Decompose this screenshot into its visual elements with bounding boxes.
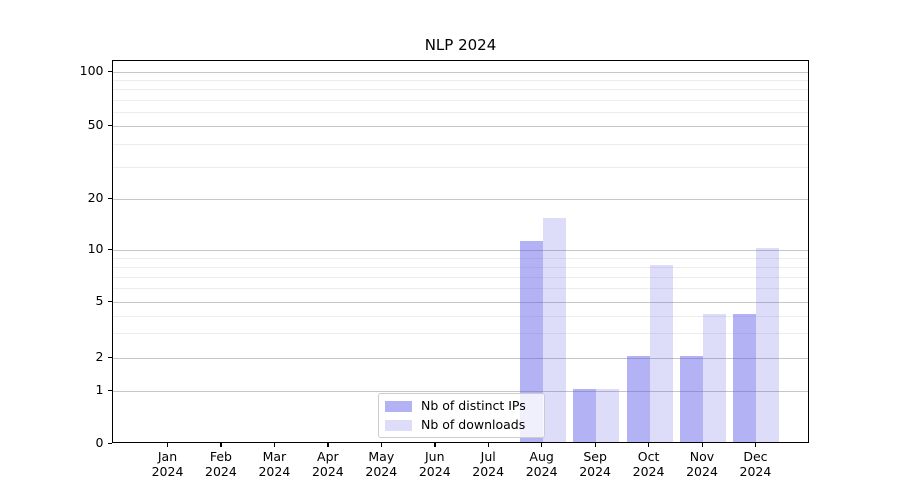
bar-aug-nb-of-distinct-ips xyxy=(519,241,543,442)
y-tick-label: 0 xyxy=(95,434,104,450)
gridline-minor xyxy=(113,89,808,91)
y-tick-mark xyxy=(107,248,112,250)
y-tick-mark xyxy=(107,300,112,302)
x-tick-label: Dec 2024 xyxy=(739,449,772,479)
x-tick-mark xyxy=(487,443,489,447)
legend: Nb of distinct IPs Nb of downloads xyxy=(378,393,545,438)
bar-dec-nb-of-downloads xyxy=(756,248,780,442)
x-tick-mark xyxy=(648,443,650,447)
y-tick-mark xyxy=(107,197,112,199)
x-tick-label: Apr 2024 xyxy=(311,449,344,479)
x-tick-label: Jun 2024 xyxy=(418,449,451,479)
x-tick-mark xyxy=(380,443,383,447)
x-tick-mark xyxy=(327,443,329,447)
gridline-minor xyxy=(113,266,808,268)
legend-swatch xyxy=(385,400,412,412)
x-tick-label: Jan 2024 xyxy=(151,449,184,479)
gridline-minor xyxy=(113,111,808,113)
gridline-minor xyxy=(113,333,808,335)
gridline-minor xyxy=(113,143,808,145)
bar-nov-nb-of-distinct-ips xyxy=(680,356,703,442)
bar-sep-nb-of-downloads xyxy=(596,389,620,442)
y-tick-label: 1 xyxy=(95,381,104,397)
bar-oct-nb-of-downloads xyxy=(649,264,673,442)
x-tick-mark xyxy=(273,443,276,447)
gridline-major xyxy=(113,250,808,251)
legend-label: Nb of distinct IPs xyxy=(421,398,526,413)
bar-sep-nb-of-distinct-ips xyxy=(573,389,597,442)
chart-title: NLP 2024 xyxy=(424,36,497,54)
bar-oct-nb-of-distinct-ips xyxy=(626,356,650,442)
y-tick-label: 100 xyxy=(79,62,104,78)
gridline-major xyxy=(113,199,808,200)
y-tick-mark xyxy=(107,389,112,391)
x-tick-mark xyxy=(541,443,543,447)
gridline-minor xyxy=(113,288,808,290)
y-tick-label: 20 xyxy=(87,189,104,205)
bar-dec-nb-of-distinct-ips xyxy=(733,313,757,442)
gridline-minor xyxy=(113,166,808,168)
x-tick-label: Mar 2024 xyxy=(258,449,291,479)
x-tick-label: Nov 2024 xyxy=(686,449,718,479)
x-tick-mark xyxy=(434,443,436,447)
legend-item: Nb of distinct IPs xyxy=(385,398,538,414)
gridline-major xyxy=(113,302,808,303)
y-tick-mark xyxy=(107,356,112,358)
x-tick-label: Jul 2024 xyxy=(472,449,505,479)
x-tick-label: Aug 2024 xyxy=(525,449,558,479)
x-tick-label: Feb 2024 xyxy=(205,449,237,479)
x-tick-label: Oct 2024 xyxy=(632,449,665,479)
gridline-minor xyxy=(113,99,808,101)
gridline-major xyxy=(113,72,808,73)
x-tick-mark xyxy=(167,443,169,447)
plot-area xyxy=(112,60,809,443)
gridline-major xyxy=(113,391,808,392)
x-tick-label: May 2024 xyxy=(365,449,398,479)
x-tick-label: Sep 2024 xyxy=(579,449,611,479)
gridline-minor xyxy=(113,257,808,259)
gridline-minor xyxy=(113,276,808,278)
x-tick-mark xyxy=(220,443,222,447)
legend-item: Nb of downloads xyxy=(385,417,538,433)
x-tick-mark xyxy=(701,443,703,447)
y-tick-label: 5 xyxy=(95,292,104,308)
bar-aug-nb-of-downloads xyxy=(542,218,566,442)
legend-label: Nb of downloads xyxy=(421,417,526,432)
legend-swatch xyxy=(385,419,412,431)
x-tick-mark xyxy=(594,443,596,447)
gridline-major xyxy=(113,358,808,359)
y-tick-label: 2 xyxy=(95,348,104,364)
y-tick-label: 50 xyxy=(87,116,104,132)
y-tick-mark xyxy=(107,442,112,444)
gridline-major xyxy=(113,126,808,127)
y-tick-mark xyxy=(107,70,112,72)
y-tick-mark xyxy=(107,124,112,126)
x-tick-mark xyxy=(754,443,757,447)
gridline-minor xyxy=(113,315,808,317)
gridline-minor xyxy=(113,80,808,82)
bar-nov-nb-of-downloads xyxy=(703,313,726,442)
y-tick-label: 10 xyxy=(87,240,104,256)
